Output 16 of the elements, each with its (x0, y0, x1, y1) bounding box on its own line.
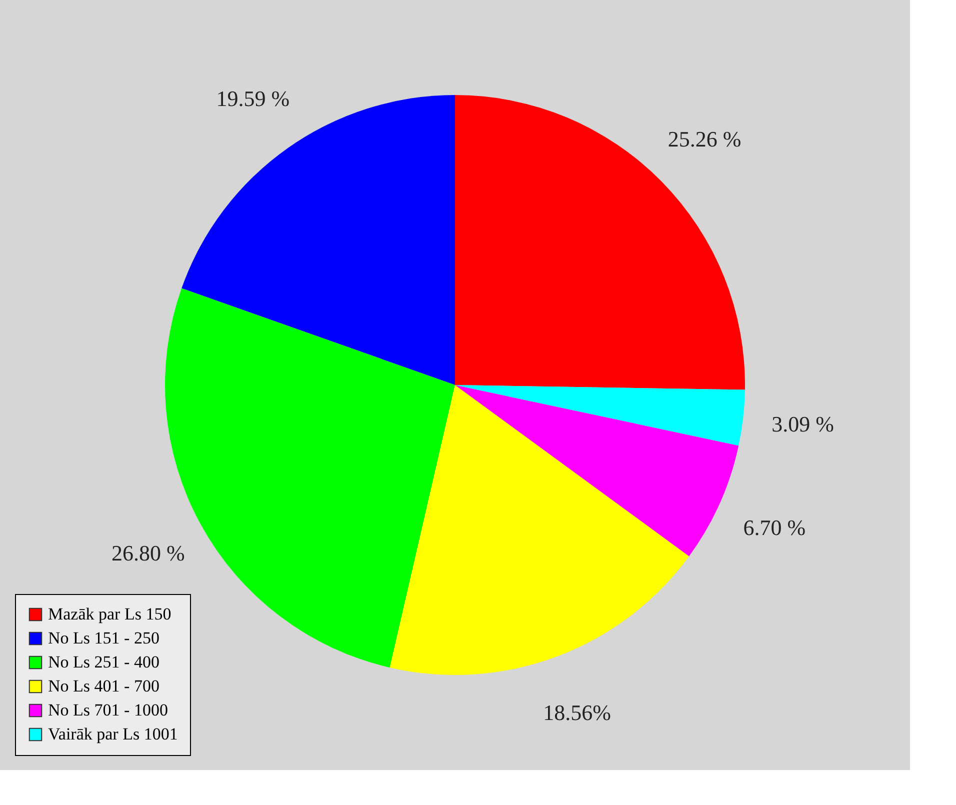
pie-slice (455, 385, 745, 446)
data-label: 6.70 % (743, 515, 806, 540)
data-label: 26.80 % (112, 540, 185, 566)
legend-label: Mazāk par Ls 150 (48, 604, 172, 624)
legend-label: No Ls 251 - 400 (48, 652, 160, 672)
legend-label: Vairāk par Ls 1001 (48, 724, 178, 744)
data-label: 19.59 % (216, 86, 290, 112)
data-label: 3.09 % (772, 412, 834, 437)
legend-label: No Ls 401 - 700 (48, 676, 160, 696)
legend-label: No Ls 151 - 250 (48, 628, 160, 648)
data-label: 25.26 % (668, 126, 742, 152)
pie-slice (455, 95, 745, 390)
pie-slice (455, 385, 739, 556)
data-label: 18.56% (543, 700, 611, 726)
legend-label: No Ls 701 - 1000 (48, 700, 168, 720)
pie-slice (390, 385, 690, 675)
